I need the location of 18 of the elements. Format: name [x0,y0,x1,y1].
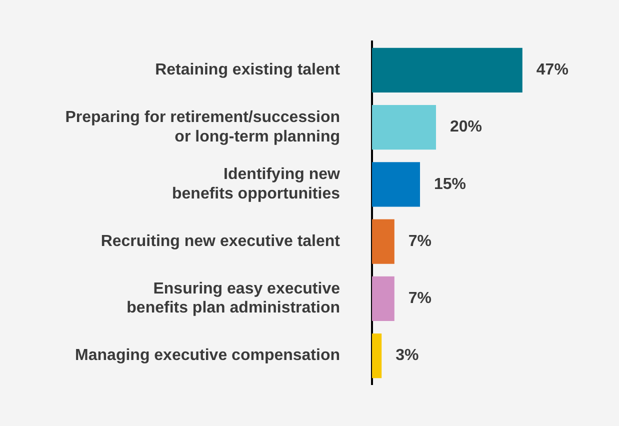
bar [372,276,394,321]
bar [372,334,382,378]
y-tick-label: Retaining existing talent [155,62,341,79]
data-label: 47% [536,62,568,79]
data-label: 3% [396,347,419,364]
y-tick-label: Identifying new benefits opportunities [172,166,341,202]
data-label: 15% [434,176,466,193]
y-tick-label: Ensuring easy executive benefits plan administration [126,280,340,317]
data-label: 7% [408,290,432,308]
bar [372,219,394,264]
bar [372,162,420,207]
bar [372,48,522,92]
y-tick-label: Managing executive compensation [75,347,340,364]
bar [372,105,436,150]
data-label: 20% [450,118,482,136]
data-label: 7% [408,232,432,250]
y-tick-label: Recruiting new executive talent [100,232,341,250]
y-tick-label: Preparing for retirement/succession or long-term planning [65,109,340,146]
